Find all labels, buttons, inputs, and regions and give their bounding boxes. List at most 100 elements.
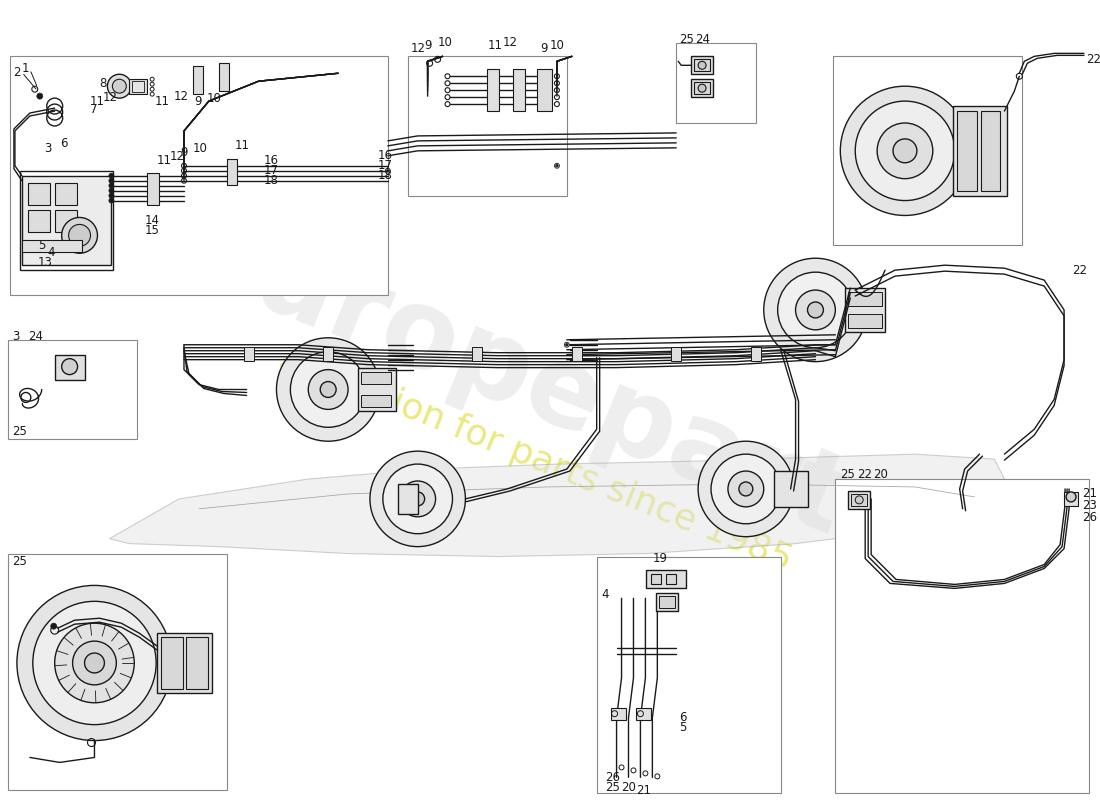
Bar bbox=[132, 82, 144, 92]
Text: 15: 15 bbox=[144, 224, 159, 237]
Text: 4: 4 bbox=[47, 246, 55, 258]
Text: 18: 18 bbox=[264, 174, 278, 187]
Text: 20: 20 bbox=[873, 467, 888, 481]
Circle shape bbox=[108, 74, 131, 98]
Text: 4: 4 bbox=[602, 588, 609, 601]
Circle shape bbox=[109, 188, 114, 193]
Text: 2: 2 bbox=[13, 66, 21, 78]
Bar bbox=[751, 346, 761, 361]
Bar bbox=[55, 210, 77, 232]
Bar bbox=[358, 368, 396, 411]
Text: 10: 10 bbox=[207, 92, 222, 105]
Text: 5: 5 bbox=[37, 239, 45, 252]
Bar bbox=[8, 340, 137, 439]
Bar bbox=[513, 70, 525, 111]
Circle shape bbox=[62, 358, 78, 374]
Text: 23: 23 bbox=[1082, 499, 1097, 512]
Bar bbox=[398, 484, 418, 514]
Text: 12: 12 bbox=[102, 90, 118, 104]
Circle shape bbox=[290, 352, 366, 427]
Text: 6: 6 bbox=[679, 711, 686, 724]
Text: 3: 3 bbox=[12, 330, 20, 343]
Text: 22: 22 bbox=[1072, 264, 1087, 277]
Bar bbox=[834, 56, 1022, 246]
Bar bbox=[55, 354, 85, 379]
Bar bbox=[361, 395, 390, 407]
Bar bbox=[851, 494, 867, 506]
Circle shape bbox=[73, 641, 117, 685]
Bar bbox=[161, 637, 183, 689]
Circle shape bbox=[565, 343, 568, 346]
Text: 16: 16 bbox=[378, 150, 393, 162]
Text: 9: 9 bbox=[180, 146, 187, 159]
Circle shape bbox=[564, 342, 570, 347]
Bar bbox=[848, 491, 870, 509]
Bar bbox=[694, 82, 710, 94]
Bar bbox=[671, 346, 681, 361]
Text: 21: 21 bbox=[637, 784, 651, 797]
Text: 25: 25 bbox=[605, 781, 619, 794]
Text: 21: 21 bbox=[1082, 487, 1097, 501]
Text: 10: 10 bbox=[550, 39, 564, 52]
Bar bbox=[20, 170, 113, 270]
Bar bbox=[227, 158, 236, 185]
Text: 9: 9 bbox=[425, 39, 432, 52]
Text: 25: 25 bbox=[12, 425, 26, 438]
Text: 12: 12 bbox=[170, 150, 185, 163]
Circle shape bbox=[795, 290, 835, 330]
Text: 14: 14 bbox=[144, 214, 159, 227]
Bar bbox=[192, 66, 202, 94]
Circle shape bbox=[308, 370, 348, 410]
Text: 9: 9 bbox=[194, 94, 201, 108]
Circle shape bbox=[399, 481, 436, 517]
Bar bbox=[980, 111, 1000, 190]
Text: 20: 20 bbox=[621, 781, 637, 794]
Bar bbox=[659, 596, 675, 608]
Circle shape bbox=[36, 93, 43, 99]
Circle shape bbox=[711, 454, 781, 524]
Circle shape bbox=[855, 101, 955, 201]
Circle shape bbox=[385, 168, 390, 174]
Circle shape bbox=[85, 653, 104, 673]
Bar bbox=[219, 63, 229, 91]
Text: 25: 25 bbox=[679, 33, 694, 46]
Bar bbox=[676, 43, 756, 123]
Bar bbox=[157, 633, 212, 693]
Text: A passion for parts since 1985: A passion for parts since 1985 bbox=[276, 341, 798, 578]
Text: 11: 11 bbox=[157, 154, 172, 167]
Text: 25: 25 bbox=[12, 555, 26, 568]
Text: 12: 12 bbox=[174, 90, 189, 102]
Circle shape bbox=[739, 482, 752, 496]
Polygon shape bbox=[109, 454, 1004, 557]
Text: 5: 5 bbox=[679, 721, 686, 734]
Text: 24: 24 bbox=[28, 330, 43, 343]
Circle shape bbox=[33, 602, 156, 725]
Bar bbox=[28, 182, 50, 205]
Text: 18: 18 bbox=[378, 169, 393, 182]
Bar bbox=[28, 210, 50, 232]
Bar bbox=[130, 79, 147, 94]
Circle shape bbox=[778, 272, 854, 348]
Bar bbox=[487, 70, 499, 111]
Circle shape bbox=[109, 198, 114, 203]
Text: 11: 11 bbox=[487, 39, 503, 52]
Text: 19: 19 bbox=[652, 552, 668, 565]
Circle shape bbox=[109, 183, 114, 188]
Bar bbox=[361, 372, 390, 383]
Bar bbox=[647, 570, 686, 588]
Circle shape bbox=[383, 464, 452, 534]
Circle shape bbox=[109, 193, 114, 198]
Bar bbox=[610, 708, 626, 720]
Circle shape bbox=[556, 165, 558, 167]
Bar bbox=[55, 182, 77, 205]
Circle shape bbox=[840, 86, 969, 215]
Text: europeparts: europeparts bbox=[170, 196, 924, 583]
Text: 26: 26 bbox=[605, 771, 619, 784]
Circle shape bbox=[554, 163, 560, 168]
Circle shape bbox=[370, 451, 465, 546]
Text: 17: 17 bbox=[378, 159, 393, 172]
Bar bbox=[773, 471, 808, 507]
Bar bbox=[694, 59, 710, 71]
Bar bbox=[22, 176, 111, 265]
Bar bbox=[637, 708, 651, 720]
